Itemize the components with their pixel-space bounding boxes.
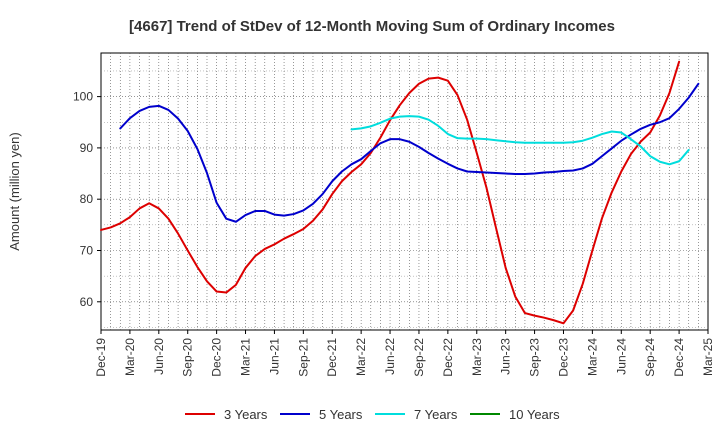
x-tick-label: Mar-21 <box>239 338 253 376</box>
x-tick-label: Dec-24 <box>672 338 686 377</box>
x-tick-label: Jun-20 <box>152 338 166 375</box>
y-tick-label: 90 <box>80 141 94 155</box>
legend-label-7-years: 7 Years <box>414 407 458 422</box>
x-tick-label: Sep-24 <box>643 338 657 377</box>
x-tick-label: Mar-24 <box>585 338 599 376</box>
series-layer <box>100 60 700 325</box>
y-tick-label: 70 <box>80 243 94 257</box>
legend-label-10-years: 10 Years <box>509 407 560 422</box>
x-tick-label: Dec-21 <box>325 338 339 377</box>
x-tick-label: Sep-20 <box>181 338 195 377</box>
x-tick-label: Mar-23 <box>470 338 484 376</box>
x-tick-label: Sep-21 <box>296 338 310 377</box>
x-tick-label: Mar-20 <box>123 338 137 376</box>
x-axis-ticks: Dec-19 Mar-20 Jun-20 Sep-20 Dec-20 Mar-21 Jun-… <box>94 330 715 377</box>
x-tick-label: Jun-21 <box>267 338 281 375</box>
x-tick-label: Jun-23 <box>499 338 513 375</box>
legend: 3 Years 5 Years 7 Years 10 Years <box>185 407 560 422</box>
series-line-7-years <box>350 115 690 166</box>
series-line-5-years <box>119 82 700 223</box>
legend-label-5-years: 5 Years <box>319 407 363 422</box>
x-tick-label: Sep-22 <box>412 338 426 377</box>
legend-label-3-years: 3 Years <box>224 407 268 422</box>
x-tick-label: Dec-22 <box>441 338 455 377</box>
x-tick-label: Dec-19 <box>94 338 108 377</box>
x-tick-label: Dec-20 <box>210 338 224 377</box>
y-axis-ticks: 60 70 80 90 100 <box>73 90 101 309</box>
x-tick-label: Dec-23 <box>556 338 570 377</box>
y-tick-label: 100 <box>73 90 93 104</box>
x-tick-label: Mar-22 <box>354 338 368 376</box>
y-tick-label: 80 <box>80 192 94 206</box>
x-tick-label: Mar-25 <box>701 338 715 376</box>
series-line-3-years <box>100 60 681 325</box>
y-tick-label: 60 <box>80 295 94 309</box>
chart-title: [4667] Trend of StDev of 12-Month Moving… <box>129 18 615 35</box>
plot-area <box>100 52 709 331</box>
y-axis-label: Amount (million yen) <box>7 132 22 251</box>
x-tick-label: Jun-24 <box>614 338 628 375</box>
x-tick-label: Jun-22 <box>383 338 397 375</box>
x-tick-label: Sep-23 <box>528 338 542 377</box>
